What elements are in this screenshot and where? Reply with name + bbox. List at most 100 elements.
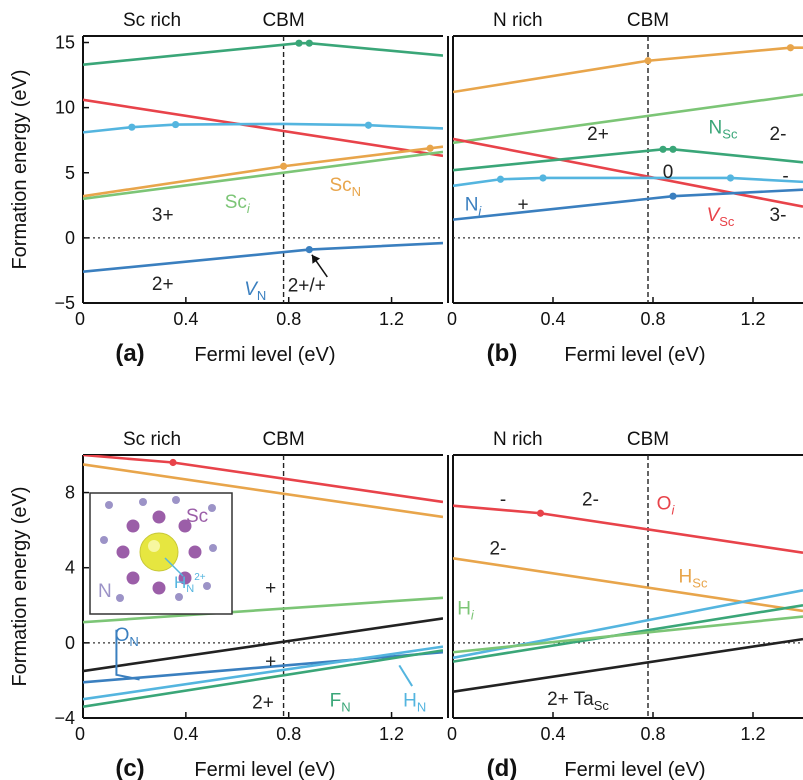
- x-tick-label: 0.8: [276, 724, 301, 744]
- annotation-part: 2-: [490, 539, 507, 560]
- series-line-4: [83, 145, 443, 198]
- n-atom: [116, 594, 124, 602]
- transition-point: [536, 509, 545, 517]
- arrow-head: [311, 254, 321, 264]
- annotation-label: HSc: [679, 567, 708, 591]
- annotation-part: N: [709, 118, 723, 139]
- annotation-part: H: [403, 691, 417, 712]
- annotation-part: -: [500, 490, 506, 511]
- transition-point: [305, 246, 313, 254]
- transition-point: [279, 162, 288, 170]
- x-axis-label: Fermi level (eV): [194, 344, 335, 366]
- leader-line: [115, 629, 140, 681]
- sc-atom: [116, 545, 130, 559]
- series-line-4: [453, 148, 803, 172]
- inset-n-label: N: [98, 581, 112, 602]
- x-tick-label: 0.4: [173, 724, 198, 744]
- annotation-label: 2-: [770, 124, 787, 145]
- x-tick-label: 0: [447, 309, 457, 329]
- transition-point: [669, 192, 677, 200]
- annotation-part: 0: [663, 162, 674, 183]
- annotation-part: F: [330, 691, 342, 712]
- x-tick-label: 0: [75, 309, 85, 329]
- annotation-part: 2+: [152, 274, 174, 295]
- series-line-7: [83, 649, 443, 709]
- series-line-2: [83, 463, 443, 519]
- transition-point: [786, 44, 795, 52]
- annotation-label: HN: [403, 691, 426, 715]
- annotation-part: N: [129, 634, 138, 649]
- annotation-part: +: [265, 578, 276, 599]
- x-axis-label: Fermi level (eV): [564, 344, 705, 366]
- panel-letter: (a): [115, 340, 144, 367]
- cbm-label: CBM: [262, 429, 304, 450]
- series-line-1: [453, 46, 803, 94]
- sc-atom: [126, 571, 140, 585]
- n-atom: [172, 496, 180, 504]
- annotation-part: i: [471, 608, 475, 623]
- annotation-label: Ni: [465, 195, 483, 219]
- series-line-6: [83, 241, 443, 274]
- annotation-label: Hi: [457, 599, 475, 623]
- y-axis-label: Formation energy (eV): [9, 486, 31, 686]
- annotation-part: O: [657, 493, 672, 514]
- annotation-part: 2+/+: [288, 275, 326, 296]
- annotation-label: NSc: [709, 118, 738, 142]
- x-tick-label: 0: [447, 724, 457, 744]
- series-line-6: [83, 645, 443, 701]
- annotation-label: VSc: [707, 205, 735, 229]
- annotation-label: 2-: [582, 490, 599, 511]
- series-line-2: [453, 557, 803, 613]
- sc-atom: [126, 519, 140, 533]
- sc-atom: [152, 581, 166, 595]
- y-tick-label: 10: [55, 98, 75, 118]
- y-tick-label: −4: [54, 708, 75, 728]
- y-tick-label: 0: [65, 633, 75, 653]
- x-tick-label: 1.2: [740, 724, 765, 744]
- inset-sc-label: Sc: [186, 506, 208, 527]
- annotation-part: H: [679, 567, 693, 588]
- annotation-part: 2+ Ta: [547, 689, 594, 710]
- series-line-4: [83, 617, 443, 673]
- series-line-2: [83, 98, 443, 158]
- transition-point: [364, 121, 373, 129]
- panel-d: CBM N rich 0 0.4 0.8 1.2 Fermi level (eV) (d) - 2…: [447, 429, 803, 780]
- transition-point: [171, 120, 180, 129]
- crystal-inset: ScN HN2+: [89, 492, 233, 615]
- transition-point: [128, 123, 136, 131]
- inset-h-sub: N: [186, 583, 194, 595]
- n-atom: [203, 582, 211, 590]
- annotation-part: N: [352, 184, 361, 199]
- panel-title: N rich: [493, 429, 543, 450]
- annotation-part: N: [417, 700, 426, 715]
- panel-letter: (c): [115, 755, 144, 780]
- y-tick-label: 4: [65, 558, 75, 578]
- sc-atom: [188, 545, 202, 559]
- annotation-label: 2+ TaSc: [547, 689, 609, 713]
- annotation-part: Sc: [719, 214, 735, 229]
- annotation-label: +: [265, 578, 276, 599]
- series-line-5: [453, 176, 803, 188]
- n-atom: [209, 544, 217, 552]
- series-line-3: [453, 137, 803, 208]
- annotation-part: i: [247, 201, 251, 216]
- x-tick-label: 0.8: [276, 309, 301, 329]
- annotation-part: N: [257, 288, 266, 303]
- annotation-label: 2+/+: [288, 275, 326, 296]
- x-tick-label: 1.2: [379, 309, 404, 329]
- x-tick-label: 0: [75, 724, 85, 744]
- y-tick-label: 5: [65, 163, 75, 183]
- leader-line: [398, 664, 413, 687]
- cbm-label: CBM: [262, 10, 304, 31]
- transition-point: [305, 39, 313, 47]
- annotation-label: ON: [115, 625, 139, 649]
- annotation-part: 2-: [582, 490, 599, 511]
- annotation-part: Sc: [722, 127, 738, 142]
- annotation-part: O: [115, 625, 130, 646]
- annotation-part: -: [782, 166, 788, 187]
- annotation-label: Sci: [225, 192, 251, 216]
- annotation-label: -: [782, 166, 788, 187]
- x-tick-label: 0.4: [173, 309, 198, 329]
